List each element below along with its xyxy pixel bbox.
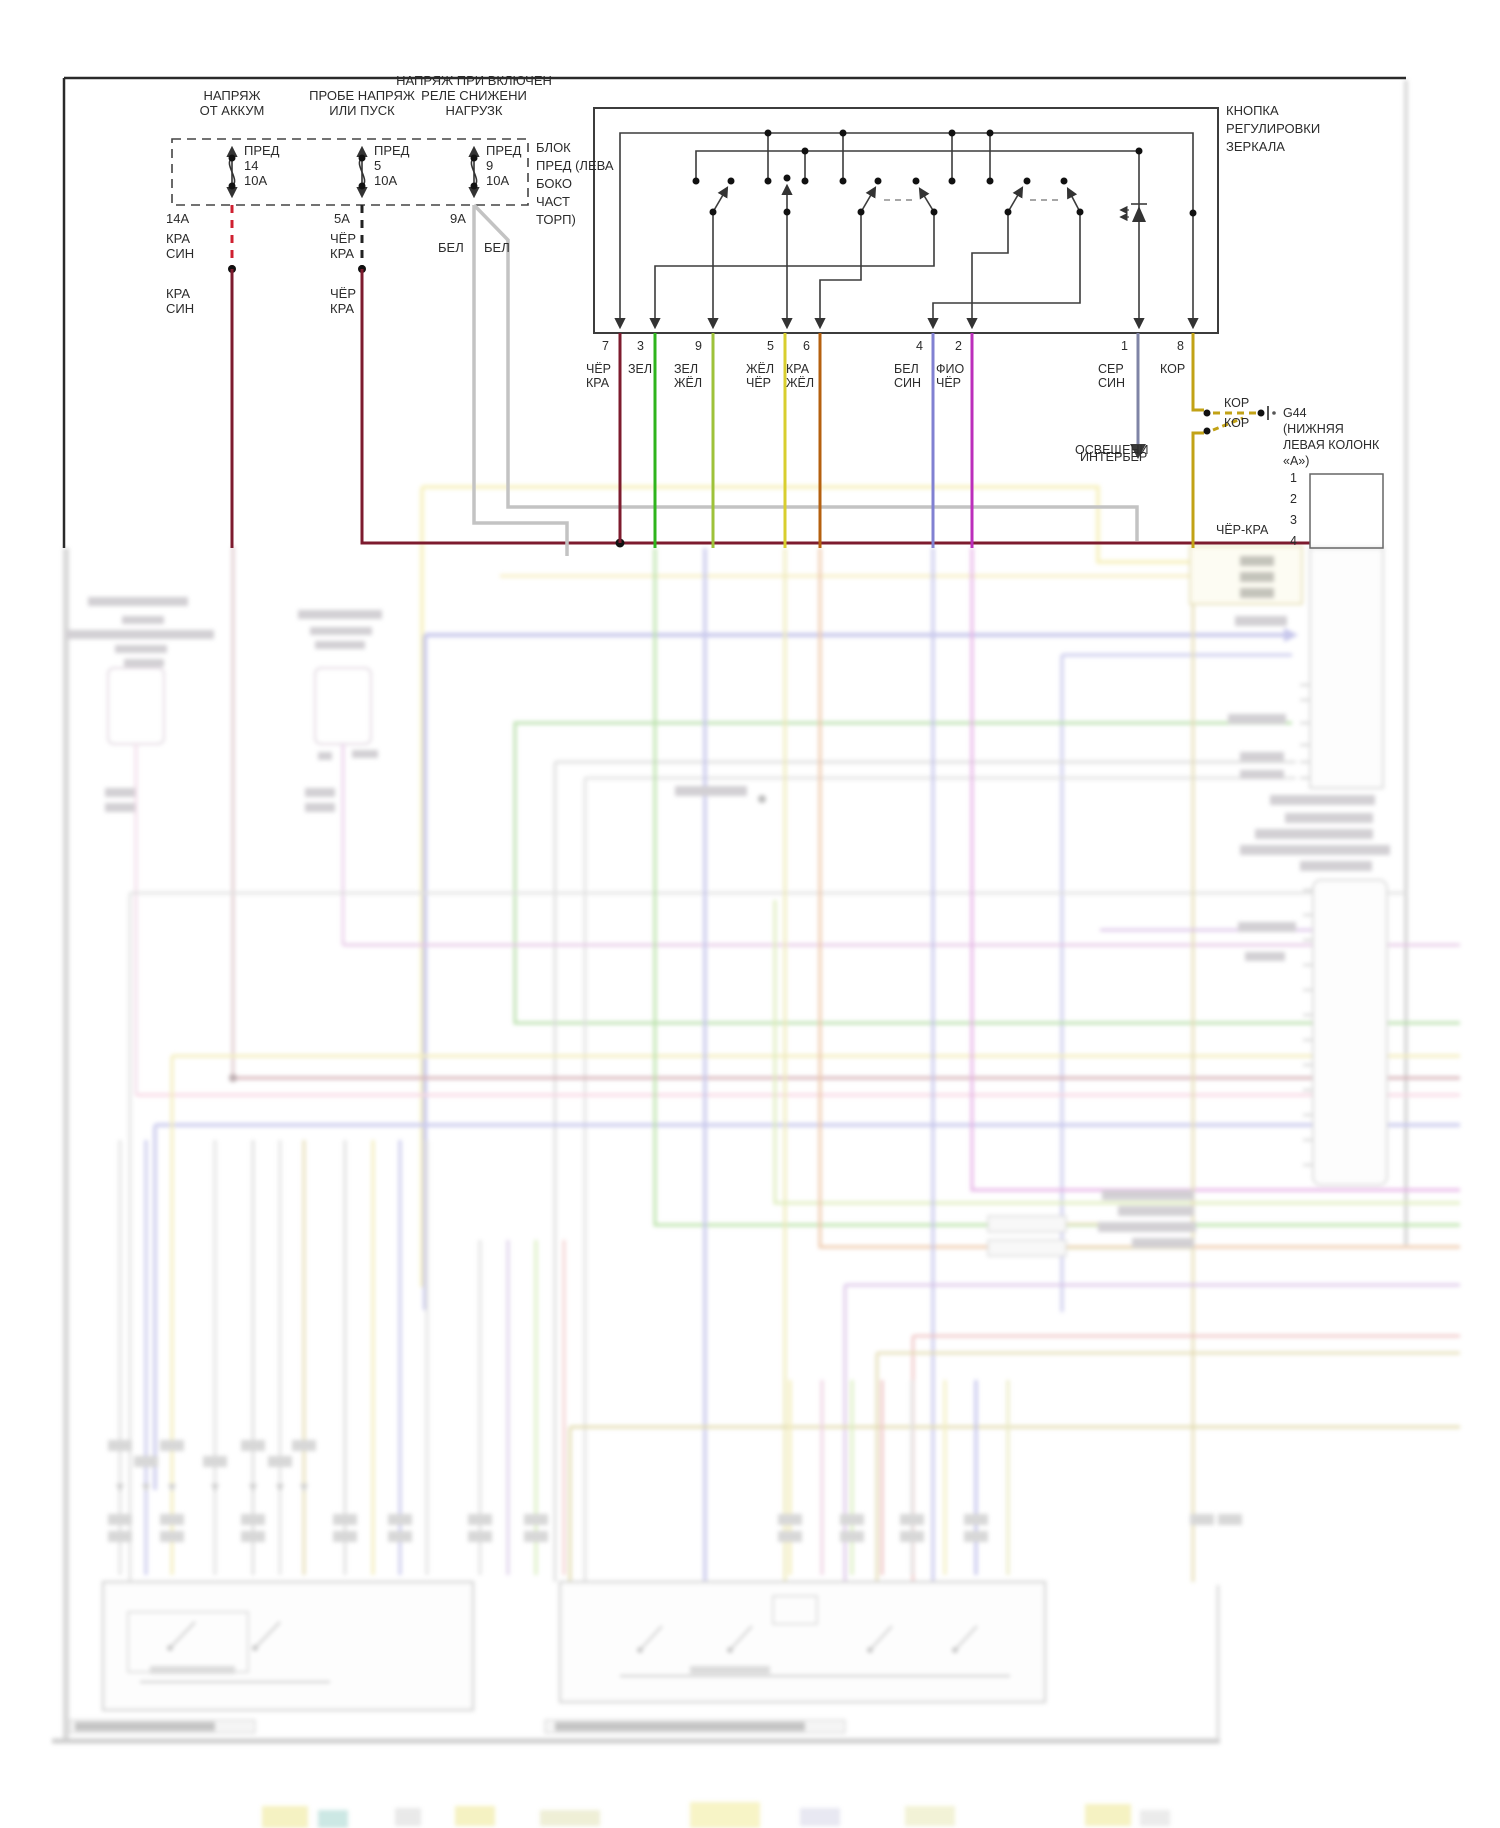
pin-color-2: ФИО ЧЁР [936,362,965,390]
fuse9-rating: 10А [486,173,510,188]
wire-pin8-kor [1191,333,1204,412]
interior-light-label-1: ОСВЕЩЕНИ [1075,443,1149,457]
faded-bottom-highlights [262,1802,1170,1828]
wire-label-sin-1: СИН [166,246,195,261]
interior-light-arrow-icon [1130,444,1146,459]
pin-color-1: СЕР СИН [1098,362,1126,390]
trunk-wire-label: ЧЁР-КРА [1216,523,1269,537]
amp-14a: 14А [166,211,190,226]
pin-color-4: БЕЛ СИН [894,362,922,390]
fuse9-label: ПРЕД [486,143,522,158]
mirror-switch-box [593,107,1219,334]
pin-num-4: 4 [916,339,923,353]
amp-5a: 5А [334,211,350,226]
g44-name: G44 [1283,406,1307,420]
faded-left-components [107,667,372,1095]
wire-label-bel-1: БЕЛ [438,240,464,255]
pin-color-9: ЗЕЛ ЖЁЛ [674,362,703,390]
feed-wires [228,203,1310,556]
switch-pin-wires [618,333,1256,548]
wire-kor-dashed-2 [1212,416,1244,432]
mirror-switch-title-2: РЕГУЛИРОВКИ [1226,121,1321,136]
pin-num-8: 8 [1177,339,1184,353]
g44-location-3: «А») [1283,454,1310,468]
g44-connector-icon [1203,406,1276,435]
wire-label-kra-1: КРА [166,231,191,246]
fuse14-number: 14 [244,158,259,173]
fuse-block-box [171,138,529,206]
wire-label-bel-2: БЕЛ [484,240,510,255]
source-load-relay-title-3: НАГРУЗК [445,103,503,118]
interior-light-label-2: ИНТЕРЬЕР [1080,450,1148,464]
wire-label-kra-3: КРА [330,246,355,261]
source-ignition-title-2: ИЛИ ПУСК [329,103,395,118]
wire-label-sin-2: СИН [166,301,195,316]
g44-location-2: ЛЕВАЯ КОЛОНК [1283,438,1380,452]
source-battery-title-1: НАПРЯЖ [203,88,261,103]
mirror-switch-title-1: КНОПКА [1226,103,1279,118]
fuse-block-name-5: ТОРП) [536,212,576,227]
wire-bel-1 [472,205,569,556]
pin-num-6: 6 [803,339,810,353]
column-pin-4: 4 [1290,534,1297,548]
fuse14-rating: 10А [244,173,268,188]
wire-pin8-kor-down [1191,431,1204,548]
fuse5-number: 5 [374,158,382,173]
pin-num-7: 7 [602,339,609,353]
pin-num-1: 1 [1121,339,1128,353]
fuse-block-name-1: БЛОК [536,140,571,155]
column-pin-1: 1 [1290,471,1297,485]
column-connector-box [1309,473,1384,549]
pin-num-9: 9 [695,339,702,353]
column-pin-3: 3 [1290,513,1297,527]
wire-label-cher-2: ЧЁР [330,286,357,301]
led-icon [1119,203,1147,222]
amp-9a: 9А [450,211,466,226]
g44-location-1: (НИЖНЯЯ [1283,422,1344,436]
fuse5-label: ПРЕД [374,143,410,158]
fuse5-rating: 10А [374,173,398,188]
pin-color-5: ЖЁЛ ЧЁР [746,362,775,390]
faded-bottom-section [69,1140,1242,1734]
fuse-icon-9 [468,145,480,199]
pin-color-7: ЧЁР КРА [586,362,612,390]
faded-wire-mesh [128,485,1460,1582]
mirror-switch-internals [614,129,1199,330]
fuse-block-name-4: ЧАСТ [536,194,570,209]
faded-text-smudges [66,597,1390,1248]
pin-color-6: КРА ЖЁЛ [786,362,815,390]
source-battery-title-2: ОТ АККУМ [199,103,265,118]
fuse-block-name-2: ПРЕД (ЛЕВА [536,158,614,173]
faded-right-modules [987,545,1388,1257]
pin-num-3: 3 [637,339,644,353]
pin-color-8: КОР [1160,362,1186,376]
wire-label-kra-2: КРА [166,286,191,301]
source-load-relay-title-1: НАПРЯЖ ПРИ ВКЛЮЧЕН [396,73,552,88]
page-border [62,76,1406,548]
mirror-switch-title-3: ЗЕРКАЛА [1226,139,1285,154]
fuse9-number: 9 [486,158,494,173]
source-load-relay-title-2: РЕЛЕ СНИЖЕНИ [421,88,527,103]
fuse14-label: ПРЕД [244,143,280,158]
fuse-block-name-3: БОКО [536,176,573,191]
wire-label-cher-1: ЧЁР [330,231,357,246]
kor-branch-label-2: КОР [1224,416,1250,430]
column-pin-2: 2 [1290,492,1297,506]
pin-num-2: 2 [955,339,962,353]
pin-color-3: ЗЕЛ [628,362,653,376]
pin-num-5: 5 [767,339,774,353]
faded-page-border [52,80,1408,1744]
wire-cher-kra-trunk [360,269,1310,545]
fuse-icon-5 [356,145,368,199]
fuse-icon-14 [226,145,238,199]
source-ignition-title-1: ПРОБЕ НАПРЯЖ [309,88,415,103]
wire-label-kra-4: КРА [330,301,355,316]
wire-bel-2 [472,203,1139,541]
kor-branch-label-1: КОР [1224,396,1250,410]
